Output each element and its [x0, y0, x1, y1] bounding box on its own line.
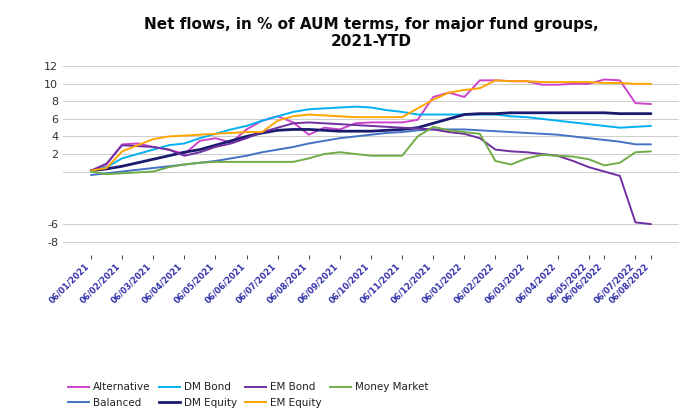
Title: Net flows, in % of AUM terms, for major fund groups,
2021-YTD: Net flows, in % of AUM terms, for major …	[144, 17, 598, 49]
Legend: Alternative, Balanced, DM Bond, DM Equity, EM Bond, EM Equity, Money Market: Alternative, Balanced, DM Bond, DM Equit…	[68, 382, 429, 408]
